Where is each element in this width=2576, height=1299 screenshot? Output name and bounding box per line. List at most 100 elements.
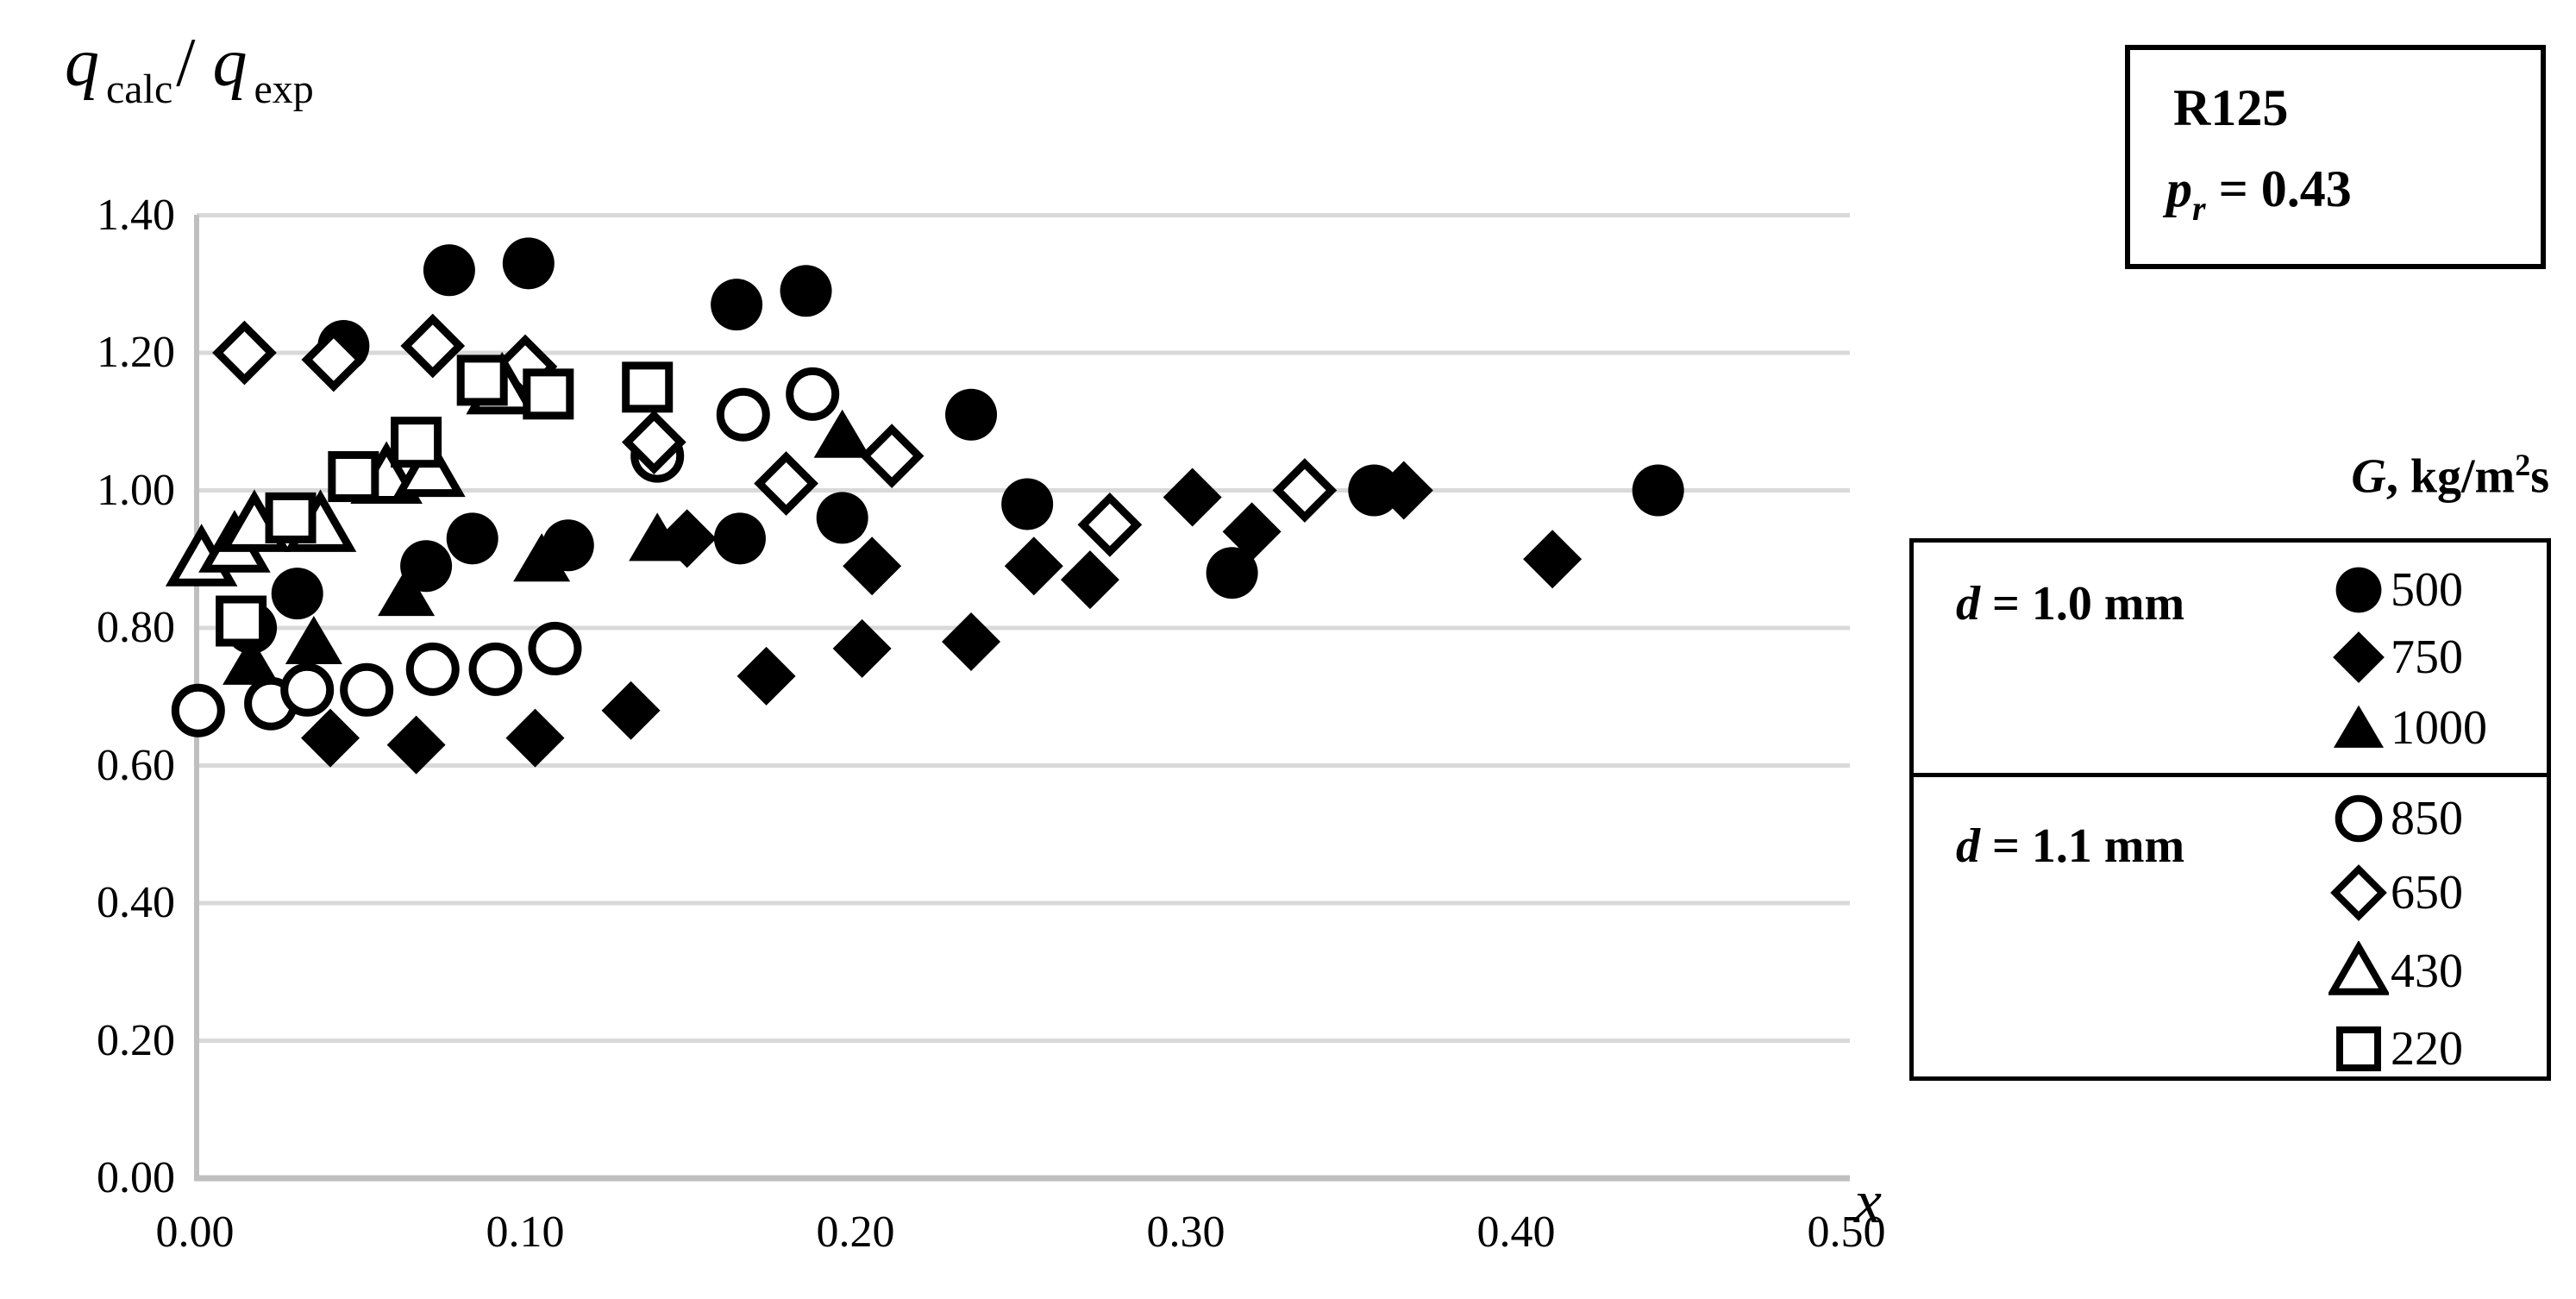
y-tick-label: 0.40: [97, 878, 175, 927]
data-point-G500: [1001, 478, 1054, 530]
data-point-G1000: [629, 512, 686, 562]
x-tick-label: 0.10: [486, 1208, 565, 1257]
legend-marker-glyph: [2330, 864, 2387, 921]
data-point-G500: [780, 265, 832, 317]
legend-value-G750: 750: [2391, 631, 2463, 684]
data-point-G1000: [285, 615, 342, 664]
data-point-G650: [301, 327, 367, 392]
x-axis-title: x: [1854, 1167, 1882, 1236]
y-axis-title: q calc/ q exp: [65, 24, 317, 113]
legend-d-symbol-1: d: [1956, 577, 1980, 631]
legend-marker-circle-open: [2335, 794, 2383, 843]
legend-d-symbol-2: d: [1956, 819, 1980, 873]
annotation-pressure: pr = 0.43: [2166, 160, 2352, 237]
data-point-G650: [400, 313, 466, 379]
data-point-G500: [502, 237, 555, 290]
data-point-G750: [601, 681, 661, 740]
x-tick-label: 0.20: [816, 1208, 895, 1257]
data-point-G1000: [513, 533, 571, 582]
legend-value-G430: 430: [2391, 944, 2463, 998]
data-point-G650: [212, 320, 277, 386]
legend-header-g: G: [2351, 449, 2386, 504]
data-point-G750: [942, 612, 1001, 671]
data-point-G850: [716, 387, 770, 442]
legend-value-G650: 650: [2391, 866, 2463, 919]
data-point-G500: [1632, 464, 1684, 517]
data-point-G500: [271, 568, 323, 620]
data-point-G850: [405, 642, 460, 696]
legend-box-d1.1: [1909, 773, 2551, 1081]
data-point-G650: [859, 424, 924, 488]
data-point-G850: [280, 662, 335, 717]
y-title-q-calc: q: [65, 25, 99, 101]
data-point-G500: [711, 279, 763, 331]
data-point-G750: [301, 708, 360, 768]
data-point-G220: [391, 417, 442, 468]
data-point-G850: [468, 642, 523, 696]
legend-marker-glyph: [2328, 941, 2389, 995]
x-tick-label: 0.00: [155, 1208, 235, 1257]
annotation-p-value: = 0.43: [2205, 160, 2352, 217]
data-point-G500: [713, 512, 766, 565]
annotation-fluid: R125: [2173, 79, 2289, 136]
data-point-G750: [1060, 550, 1119, 610]
y-title-q-exp: q: [212, 25, 248, 101]
data-point-G850: [786, 367, 840, 421]
data-point-G850: [528, 621, 582, 675]
x-tick-label: 0.40: [1476, 1208, 1556, 1257]
legend-marker-square-open: [2336, 1026, 2381, 1071]
data-point-G220: [456, 355, 508, 406]
data-point-G750: [832, 618, 892, 678]
legend-header-superscript: 2: [2515, 448, 2531, 482]
data-point-G650: [622, 410, 686, 475]
legend-value-G500: 500: [2391, 563, 2463, 617]
data-point-G750: [1523, 530, 1583, 589]
data-point-G750: [736, 646, 796, 706]
y-title-sub-calc: calc: [106, 66, 173, 112]
x-tick-label: 0.30: [1146, 1208, 1225, 1257]
data-point-G750: [1374, 461, 1433, 520]
y-tick-label: 0.60: [97, 740, 175, 790]
data-point-G220: [265, 492, 317, 543]
data-point-G1000: [378, 568, 436, 617]
data-point-G1000: [223, 636, 280, 685]
y-tick-label: 1.20: [97, 328, 175, 377]
data-point-G750: [1004, 537, 1063, 596]
legend-marker-glyph: [2333, 705, 2385, 748]
data-point-G850: [171, 683, 225, 737]
data-point-G650: [1077, 493, 1143, 557]
legend-group-label-d1.1: d = 1.1 mm: [1956, 819, 2184, 874]
y-title-slash: /: [176, 25, 196, 101]
legend-marker-diamond-filled: [2333, 631, 2385, 683]
data-point-G850: [340, 662, 394, 717]
data-point-G500: [1206, 547, 1258, 599]
data-point-G220: [622, 361, 674, 413]
legend-marker-glyph: [2336, 1026, 2381, 1071]
legend-header: G, kg/m2s: [2070, 447, 2549, 505]
data-point-G650: [754, 451, 818, 516]
y-title-sub-exp: exp: [254, 66, 314, 112]
data-point-G500: [1348, 464, 1401, 517]
data-point-G650: [1272, 458, 1338, 523]
y-tick-label: 0.20: [97, 1015, 175, 1065]
legend-d-value-2: = 1.1 mm: [1980, 819, 2185, 873]
data-point-G220: [523, 368, 574, 420]
legend-group-label-d1.0: d = 1.0 mm: [1956, 576, 2184, 631]
data-point-G750: [1163, 468, 1222, 527]
data-point-G750: [1222, 502, 1282, 562]
annotation-box: [2125, 45, 2546, 269]
data-point-G500: [400, 540, 453, 593]
legend-marker-circle-filled: [2335, 567, 2382, 613]
data-point-G220: [328, 451, 379, 503]
legend-value-G220: 220: [2391, 1022, 2463, 1076]
data-point-G750: [843, 537, 902, 596]
legend-header-units: , kg/m: [2385, 449, 2516, 504]
data-point-G750: [505, 708, 565, 768]
annotation-p-symbol: p: [2166, 160, 2192, 217]
legend-marker-triangle-filled: [2333, 705, 2385, 748]
legend-marker-diamond-open: [2330, 864, 2387, 921]
y-tick-label: 1.40: [97, 190, 175, 240]
data-point-G500: [446, 512, 498, 565]
